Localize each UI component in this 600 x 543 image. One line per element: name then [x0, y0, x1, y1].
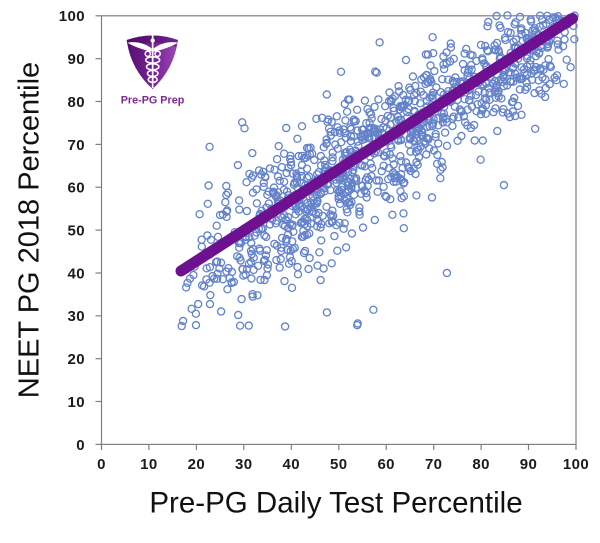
svg-text:70: 70 — [68, 137, 86, 154]
svg-text:60: 60 — [377, 456, 395, 473]
svg-text:0: 0 — [97, 456, 106, 473]
svg-text:80: 80 — [472, 456, 490, 473]
svg-text:10: 10 — [68, 394, 86, 411]
svg-text:30: 30 — [68, 308, 86, 325]
svg-text:Pre-PG Prep: Pre-PG Prep — [121, 95, 185, 107]
svg-text:30: 30 — [235, 456, 253, 473]
svg-text:50: 50 — [68, 223, 86, 240]
svg-text:50: 50 — [330, 456, 348, 473]
svg-text:20: 20 — [188, 456, 206, 473]
svg-text:100: 100 — [563, 456, 589, 473]
svg-text:0: 0 — [76, 437, 85, 454]
svg-text:10: 10 — [140, 456, 158, 473]
svg-text:40: 40 — [68, 265, 86, 282]
svg-text:20: 20 — [68, 351, 86, 368]
svg-text:60: 60 — [68, 180, 86, 197]
svg-text:NEET PG 2018 Percentile: NEET PG 2018 Percentile — [14, 62, 46, 398]
svg-text:40: 40 — [283, 456, 301, 473]
svg-text:100: 100 — [59, 8, 85, 25]
svg-text:80: 80 — [68, 94, 86, 111]
svg-text:90: 90 — [520, 456, 538, 473]
svg-text:Pre-PG Daily Test Percentile: Pre-PG Daily Test Percentile — [149, 487, 522, 520]
svg-text:90: 90 — [68, 51, 86, 68]
svg-text:70: 70 — [425, 456, 443, 473]
